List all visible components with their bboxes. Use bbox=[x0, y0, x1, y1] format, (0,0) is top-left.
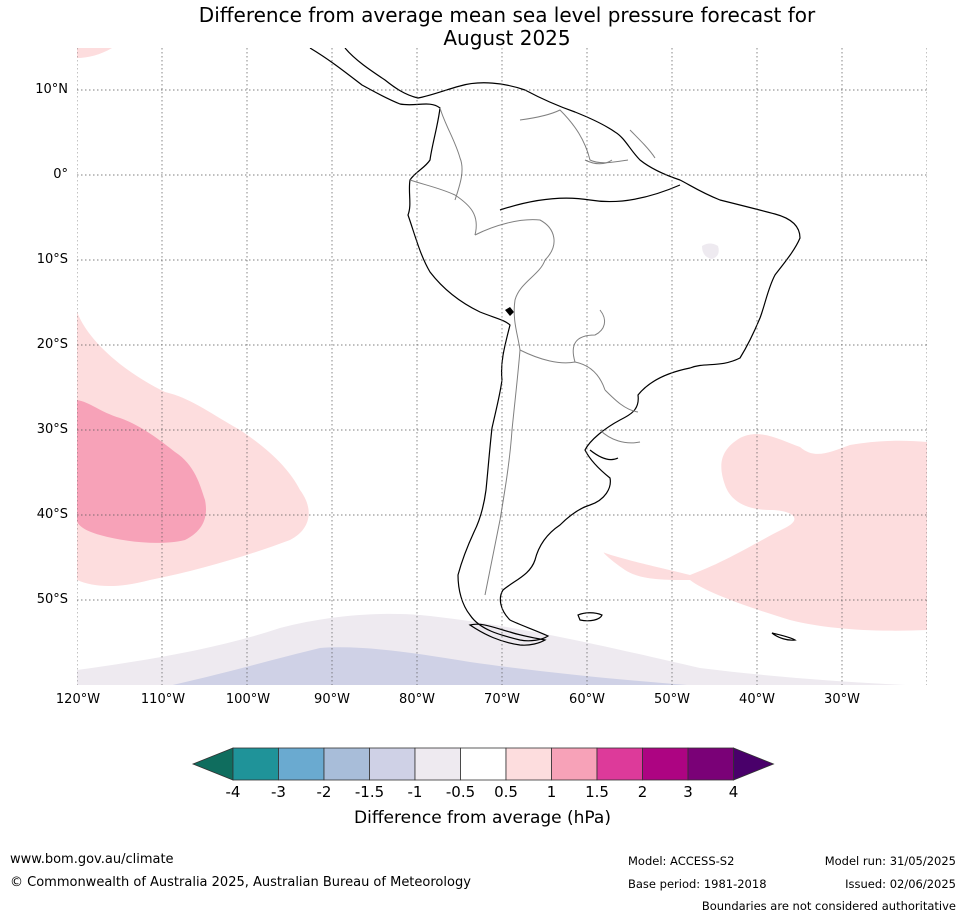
map-gridlines bbox=[77, 48, 927, 685]
colorbar-swatch bbox=[460, 747, 507, 781]
colorbar-tick-label: -1 bbox=[407, 783, 423, 801]
lat-label-0: 0° bbox=[53, 167, 68, 182]
footer-model: Model: ACCESS-S2 bbox=[628, 854, 735, 868]
colorbar-swatch bbox=[232, 747, 279, 781]
colorbar-tick-label: -3 bbox=[271, 783, 286, 801]
lon-label-100w: 100°W bbox=[225, 692, 271, 707]
lon-label-40w: 40°W bbox=[739, 692, 775, 707]
colorbar-tick-label: -1.5 bbox=[354, 783, 385, 801]
map-title: Difference from average mean sea level p… bbox=[0, 4, 965, 50]
colorbar-swatches bbox=[191, 747, 775, 781]
lon-label-120w: 120°W bbox=[55, 692, 101, 707]
anomaly-region-east-positive bbox=[603, 434, 927, 631]
footer-boundaries: Boundaries are not considered authoritat… bbox=[701, 899, 956, 913]
colorbar-swatch bbox=[323, 747, 370, 781]
lat-label-10n: 10°N bbox=[35, 82, 68, 97]
lon-label-50w: 50°W bbox=[654, 692, 690, 707]
footer-base-period: Base period: 1981-2018 bbox=[628, 877, 767, 891]
colorbar-swatch bbox=[596, 747, 643, 781]
colorbar-tick-label: 1.5 bbox=[585, 783, 609, 801]
lon-label-80w: 80°W bbox=[399, 692, 435, 707]
colorbar-tick-label: 4 bbox=[728, 783, 739, 801]
colorbar-swatch bbox=[414, 747, 461, 781]
lon-label-60w: 60°W bbox=[569, 692, 605, 707]
colorbar-tick-label: 1 bbox=[546, 783, 557, 801]
map-title-line1: Difference from average mean sea level p… bbox=[198, 3, 816, 27]
anomaly-region-south-weak bbox=[172, 647, 687, 685]
footer-website: www.bom.gov.au/climate bbox=[10, 852, 174, 867]
colorbar-swatch bbox=[505, 747, 552, 781]
colorbar-tick-label: -2 bbox=[316, 783, 332, 801]
south-georgia bbox=[771, 632, 797, 641]
lat-label-40s: 40°S bbox=[36, 507, 68, 522]
falkland-islands bbox=[577, 612, 603, 622]
anomaly-region-west-strong bbox=[77, 400, 206, 543]
lat-label-10s: 10°S bbox=[36, 252, 68, 267]
lat-label-20s: 20°S bbox=[36, 337, 68, 352]
lon-label-30w: 30°W bbox=[824, 692, 860, 707]
footer-model-run: Model run: 31/05/2025 bbox=[824, 854, 956, 868]
anomaly-region-east-spot bbox=[702, 243, 719, 259]
tierra-del-fuego bbox=[468, 623, 547, 646]
colorbar-label: Difference from average (hPa) bbox=[354, 808, 611, 828]
footer-issued: Issued: 02/06/2025 bbox=[845, 877, 956, 891]
lat-label-30s: 30°S bbox=[36, 422, 68, 437]
colorbar-arrow-high bbox=[733, 747, 775, 781]
colorbar-arrow-low bbox=[191, 747, 234, 781]
footer-copyright: © Commonwealth of Australia 2025, Austra… bbox=[10, 875, 471, 890]
lat-label-50s: 50°S bbox=[36, 592, 68, 607]
colorbar-swatch bbox=[369, 747, 416, 781]
south-america-coastline bbox=[309, 48, 801, 642]
colorbar bbox=[191, 747, 775, 781]
lon-label-110w: 110°W bbox=[140, 692, 186, 707]
amazon-river bbox=[499, 184, 681, 211]
colorbar-tick-label: -4 bbox=[225, 783, 241, 801]
map-title-line2: August 2025 bbox=[443, 26, 571, 50]
lon-label-70w: 70°W bbox=[484, 692, 520, 707]
colorbar-swatch bbox=[687, 747, 734, 781]
colorbar-tick-label: 0.5 bbox=[494, 783, 518, 801]
colorbar-tick-label: -0.5 bbox=[445, 783, 476, 801]
lon-label-90w: 90°W bbox=[314, 692, 350, 707]
country-borders bbox=[409, 107, 656, 596]
map-panel bbox=[77, 48, 927, 685]
rio-de-la-plata bbox=[589, 449, 619, 461]
colorbar-swatch bbox=[551, 747, 598, 781]
lake-titicaca bbox=[505, 307, 514, 316]
anomaly-region-nw-spot bbox=[77, 48, 112, 58]
colorbar-swatch bbox=[278, 747, 325, 781]
colorbar-tick-label: 3 bbox=[683, 783, 693, 801]
colorbar-tick-label: 2 bbox=[637, 783, 648, 801]
colorbar-swatch bbox=[642, 747, 689, 781]
